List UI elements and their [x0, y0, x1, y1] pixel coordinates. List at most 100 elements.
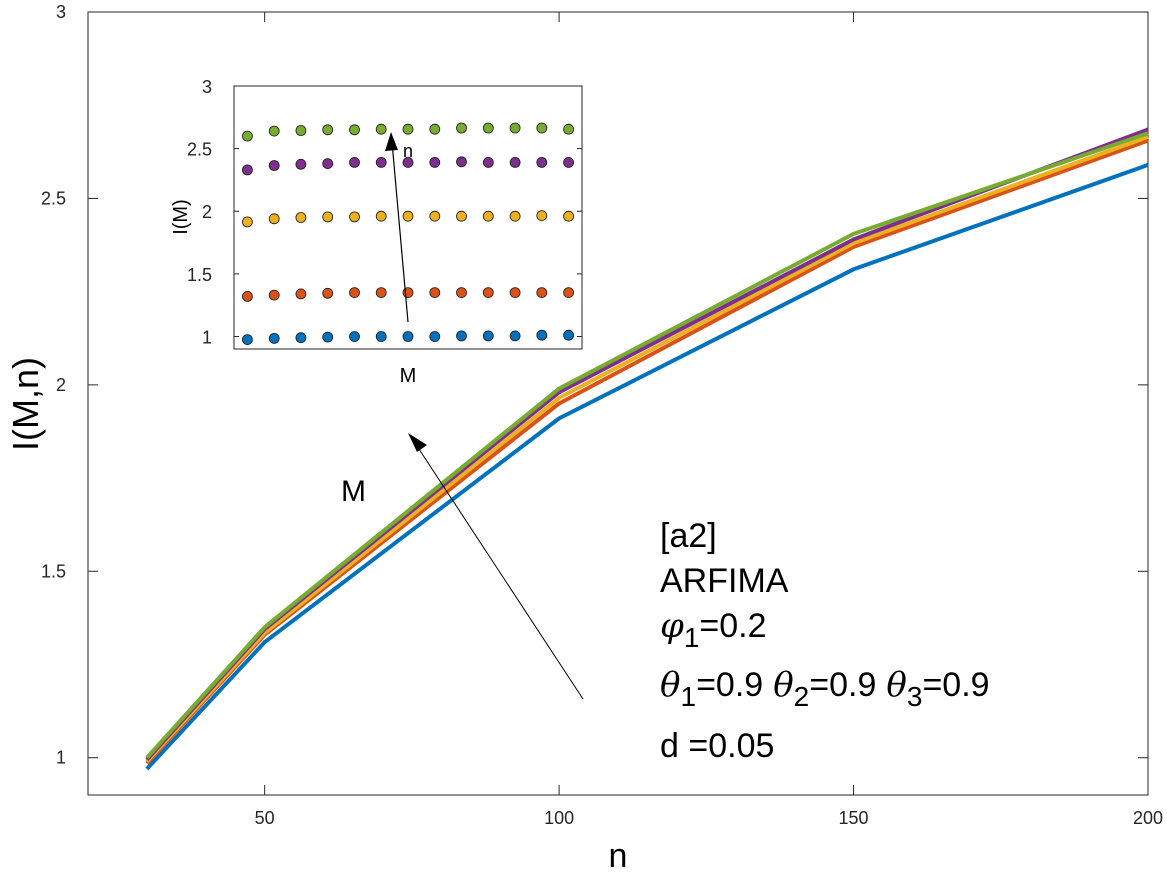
main-y-axis-label: I(M,n): [5, 357, 46, 451]
inset-point: [268, 332, 280, 344]
inset-point: [563, 329, 574, 341]
series-line-m1: [145, 163, 1149, 771]
inset-point: [322, 211, 334, 223]
inset-x-axis-label: M: [400, 365, 417, 387]
parameter-annotation: [a2] ARFIMA φ1=0.2 θ1=0.9 θ2=0.9 θ3=0.9 d …: [660, 517, 990, 765]
inset-point: [563, 287, 574, 299]
inset-point: [295, 332, 307, 344]
inset-point: [375, 287, 387, 299]
inset-point: [509, 210, 521, 222]
inset-point: [375, 123, 387, 135]
inset-point: [349, 156, 360, 168]
main-x-tick-label: 200: [1133, 808, 1163, 828]
inset-point: [241, 290, 253, 302]
inset-point: [429, 123, 441, 135]
inset-point: [241, 130, 253, 142]
inset-point: [509, 287, 521, 299]
inset-y-tick-label: 1.5: [187, 265, 212, 285]
inset-point: [268, 160, 280, 171]
main-x-tick-label: 100: [544, 808, 574, 828]
phi-subscript: 1: [684, 622, 700, 653]
inset-point: [349, 331, 360, 342]
inset-point: [402, 156, 414, 168]
inset-point: [241, 164, 253, 176]
inset-point: [241, 334, 253, 346]
inset-point: [536, 210, 548, 222]
inset-point: [509, 330, 521, 342]
inset-y-tick-label: 1: [202, 327, 212, 347]
main-x-tick-label: 50: [255, 808, 275, 828]
inset-point: [268, 289, 280, 301]
inset-point: [563, 123, 574, 135]
m-arrow-label: M: [341, 475, 366, 508]
inset-point: [509, 156, 521, 168]
inset-point: [482, 210, 494, 222]
n-arrow-line: [391, 141, 409, 323]
inset-point: [482, 156, 494, 168]
theta1-value: =0.9: [696, 666, 763, 704]
main-y-tick-label: 2: [56, 375, 66, 395]
theta2-subscript: 2: [794, 681, 810, 712]
inset-point: [536, 156, 548, 168]
inset-point: [322, 158, 334, 170]
inset-point: [322, 331, 334, 343]
n-arrow-label: n: [403, 141, 413, 161]
inset-point: [482, 287, 494, 299]
theta2-symbol: θ: [773, 665, 793, 705]
main-x-tick-label: 150: [839, 808, 869, 828]
theta1-subscript: 1: [680, 681, 696, 712]
inset-point: [536, 287, 548, 299]
inset-point: [563, 210, 574, 222]
inset-point: [322, 124, 334, 136]
inset-point: [402, 123, 414, 135]
inset-point: [295, 125, 307, 136]
inset-point: [482, 122, 494, 134]
inset-point: [429, 331, 441, 342]
theta2-value: =0.9: [809, 666, 876, 704]
inset-point: [349, 211, 360, 223]
model-name: ARFIMA: [660, 562, 789, 600]
main-axis-ticks: 50 100 150 200 1 1.5 2 2.5 3: [41, 2, 1163, 828]
main-y-tick-label: 1: [56, 748, 66, 768]
main-y-tick-label: 3: [56, 2, 66, 22]
inset-point: [429, 287, 441, 299]
inset-point: [295, 212, 307, 223]
inset-point: [375, 331, 387, 342]
series-line-m3: [145, 135, 1149, 763]
inset-point: [402, 210, 414, 222]
phi-line: φ1=0.2: [660, 606, 767, 653]
inset-point: [241, 216, 253, 228]
theta3-symbol: θ: [886, 665, 906, 705]
inset-point: [456, 210, 467, 222]
inset-y-axis-label: I(M): [170, 199, 192, 235]
main-y-tick-label: 2.5: [41, 188, 66, 208]
inset-point: [563, 156, 574, 168]
inset-point: [322, 287, 334, 299]
inset-point: [375, 210, 387, 222]
series-line-m5: [145, 131, 1149, 760]
inset-point: [456, 330, 467, 342]
inset-point: [429, 156, 441, 168]
panel-tag: [a2]: [660, 517, 717, 555]
theta-line: θ1=0.9 θ2=0.9 θ3=0.9: [660, 665, 990, 712]
main-y-tick-label: 1.5: [41, 561, 66, 581]
inset-series-group: [241, 122, 574, 346]
d-line: d =0.05: [660, 727, 774, 765]
inset-point: [295, 288, 307, 300]
inset-point: [295, 158, 307, 170]
inset-point: [536, 329, 548, 341]
inset-y-tick-label: 2.5: [187, 140, 212, 160]
n-arrow-head: [385, 132, 398, 151]
inset-point: [402, 331, 414, 342]
inset-point: [456, 122, 467, 134]
m-arrow-head: [408, 433, 427, 452]
inset-point: [349, 287, 360, 299]
inset-axis-ticks: 1 1.5 2 2.5 3: [187, 77, 582, 347]
inset-point: [349, 124, 360, 136]
inset-point: [509, 122, 521, 134]
phi-value: =0.2: [699, 607, 766, 645]
inset-point: [456, 156, 467, 168]
inset-y-tick-label: 3: [202, 77, 212, 97]
main-x-axis-label: n: [609, 837, 628, 875]
